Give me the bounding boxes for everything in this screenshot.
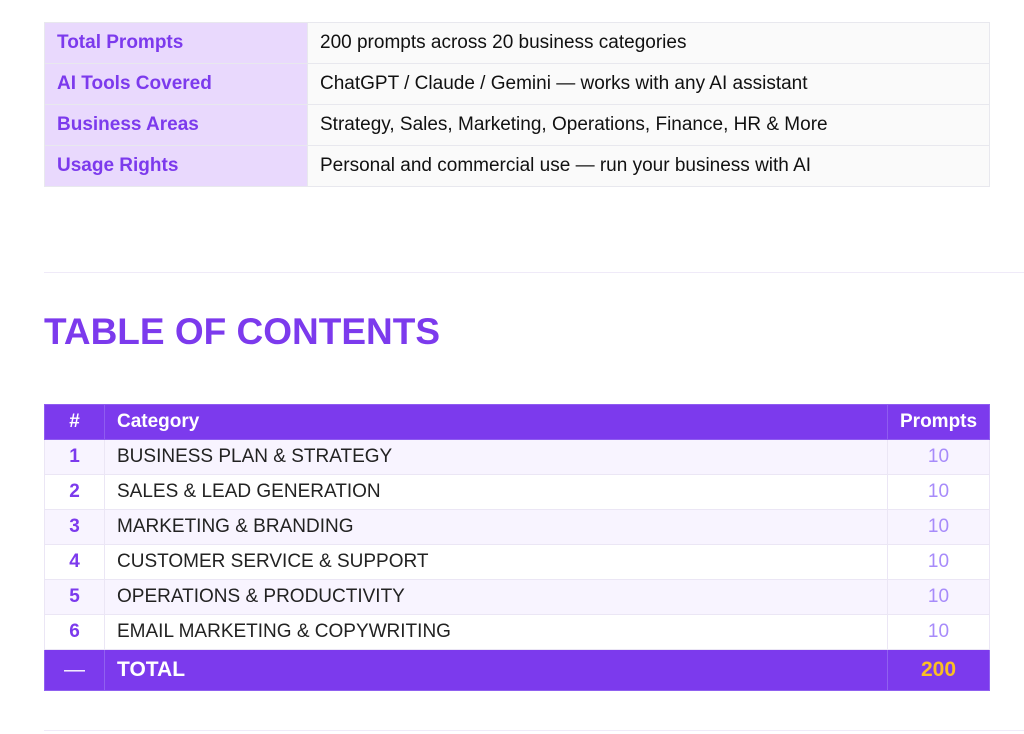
row-number: 6 <box>44 614 105 650</box>
divider <box>44 730 1024 731</box>
info-label: AI Tools Covered <box>44 63 308 105</box>
toc-total: — TOTAL 200 <box>44 649 990 691</box>
toc-row: 1 BUSINESS PLAN & STRATEGY 10 <box>44 439 990 475</box>
divider <box>44 272 1024 273</box>
prompt-count: 10 <box>887 614 990 650</box>
row-number: 2 <box>44 474 105 510</box>
info-row: Total Prompts 200 prompts across 20 busin… <box>44 22 990 64</box>
info-value: Strategy, Sales, Marketing, Operations, … <box>307 104 990 146</box>
info-label: Business Areas <box>44 104 308 146</box>
row-number: 3 <box>44 509 105 545</box>
toc-row: 3 MARKETING & BRANDING 10 <box>44 509 990 545</box>
toc-row: 5 OPERATIONS & PRODUCTIVITY 10 <box>44 579 990 615</box>
toc-row: 2 SALES & LEAD GENERATION 10 <box>44 474 990 510</box>
info-table: Total Prompts 200 prompts across 20 busin… <box>44 22 990 187</box>
info-row: Usage Rights Personal and commercial use … <box>44 145 990 187</box>
row-number: 4 <box>44 544 105 580</box>
toc-table: # Category Prompts 1 BUSINESS PLAN & STRATEG… <box>44 404 990 691</box>
toc-row: 4 CUSTOMER SERVICE & SUPPORT 10 <box>44 544 990 580</box>
prompt-count: 10 <box>887 544 990 580</box>
row-number: 5 <box>44 579 105 615</box>
header-cell: Category <box>104 404 888 440</box>
category: EMAIL MARKETING & COPYWRITING <box>104 614 888 650</box>
total-label: TOTAL <box>104 649 888 691</box>
info-value: 200 prompts across 20 business categorie… <box>307 22 990 64</box>
section-title: TABLE OF CONTENTS <box>44 311 441 352</box>
info-value: ChatGPT / Claude / Gemini — works with a… <box>307 63 990 105</box>
info-label: Total Prompts <box>44 22 308 64</box>
toc-header: # Category Prompts <box>44 404 990 440</box>
info-row: Business Areas Strategy, Sales, Marketing… <box>44 104 990 146</box>
total-mark: — <box>44 649 105 691</box>
info-value: Personal and commercial use — run your b… <box>307 145 990 187</box>
total-count: 200 <box>887 649 990 691</box>
category: CUSTOMER SERVICE & SUPPORT <box>104 544 888 580</box>
prompt-count: 10 <box>887 439 990 475</box>
category: SALES & LEAD GENERATION <box>104 474 888 510</box>
category: MARKETING & BRANDING <box>104 509 888 545</box>
prompt-count: 10 <box>887 579 990 615</box>
header-cell: # <box>44 404 105 440</box>
category: BUSINESS PLAN & STRATEGY <box>104 439 888 475</box>
prompt-count: 10 <box>887 509 990 545</box>
prompt-count: 10 <box>887 474 990 510</box>
row-number: 1 <box>44 439 105 475</box>
header-cell: Prompts <box>887 404 990 440</box>
info-label: Usage Rights <box>44 145 308 187</box>
toc-row: 6 EMAIL MARKETING & COPYWRITING 10 <box>44 614 990 650</box>
category: OPERATIONS & PRODUCTIVITY <box>104 579 888 615</box>
info-row: AI Tools Covered ChatGPT / Claude / Gemin… <box>44 63 990 105</box>
